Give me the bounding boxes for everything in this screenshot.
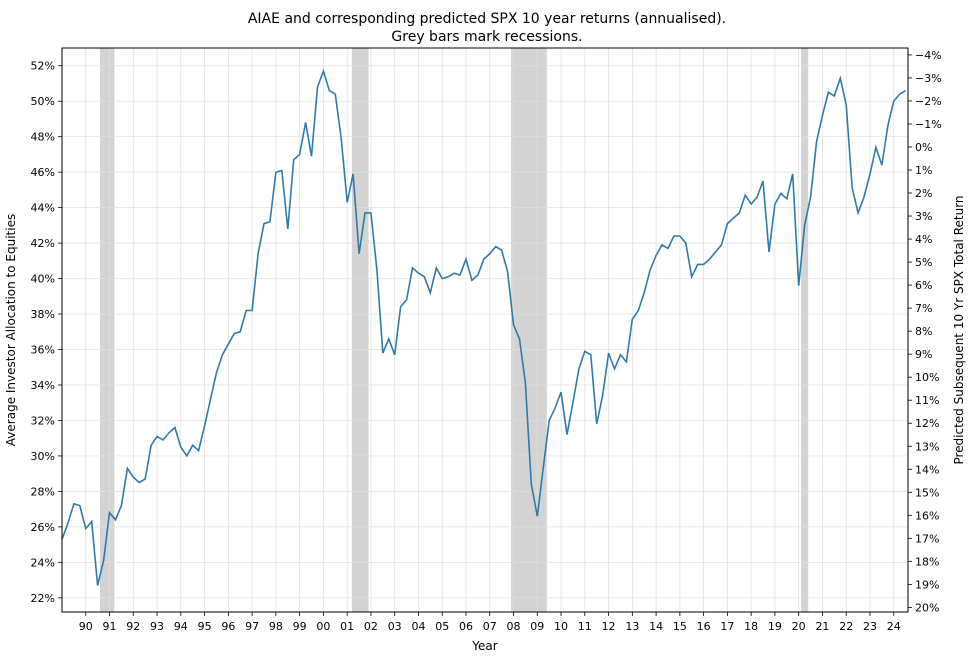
x-tick-label-22: 12: [602, 620, 616, 633]
x-tick-label-17: 07: [483, 620, 497, 633]
y2-tick-label-4: 0%: [915, 141, 932, 154]
x-tick-label-14: 04: [411, 620, 425, 633]
x-tick-label-7: 97: [245, 620, 259, 633]
x-tick-label-28: 18: [744, 620, 758, 633]
x-tick-label-10: 00: [316, 620, 330, 633]
y2-tick-label-9: 5%: [915, 256, 932, 269]
x-tick-label-23: 13: [625, 620, 639, 633]
x-tick-label-8: 98: [269, 620, 283, 633]
y-tick-label-0: 22%: [31, 592, 55, 605]
x-tick-label-18: 08: [507, 620, 521, 633]
y2-tick-label-8: 4%: [915, 233, 932, 246]
x-tick-label-6: 96: [221, 620, 235, 633]
chart-subtitle: Grey bars mark recessions.: [391, 29, 582, 45]
x-tick-label-24: 14: [649, 620, 663, 633]
y2-tick-label-0: −4%: [915, 49, 942, 62]
y-tick-label-15: 52%: [31, 60, 55, 73]
x-tick-label-1: 91: [103, 620, 117, 633]
y2-tick-label-6: 2%: [915, 187, 932, 200]
x-tick-label-5: 95: [198, 620, 212, 633]
y-tick-label-13: 48%: [31, 131, 55, 144]
x-tick-label-19: 09: [530, 620, 544, 633]
x-tick-label-27: 17: [720, 620, 734, 633]
y-tick-label-9: 40%: [31, 273, 55, 286]
y2-tick-label-11: 7%: [915, 302, 932, 315]
y2-tick-label-7: 3%: [915, 210, 932, 223]
y2-tick-label-3: −1%: [915, 118, 942, 131]
y2-tick-label-23: 19%: [915, 578, 939, 591]
y2-tick-label-19: 15%: [915, 486, 939, 499]
y2-axis-ticks: −4% −3% −2% −1% 0% 1% 2% 3% 4% 5% 6% 7% 8% 9% 10% 11% 12…: [908, 49, 942, 614]
y2-tick-label-1: −3%: [915, 72, 942, 85]
x-tick-label-29: 19: [768, 620, 782, 633]
y-tick-label-1: 24%: [31, 556, 55, 569]
y-tick-label-12: 46%: [31, 166, 55, 179]
y-tick-label-6: 34%: [31, 379, 55, 392]
x-tick-label-0: 90: [79, 620, 93, 633]
recession-band-2: [511, 48, 547, 612]
y2-tick-label-18: 14%: [915, 463, 939, 476]
x-tick-label-26: 16: [697, 620, 711, 633]
y-tick-label-11: 44%: [31, 202, 55, 215]
x-tick-label-34: 24: [887, 620, 901, 633]
y2-tick-label-21: 17%: [915, 532, 939, 545]
y2-axis-label: Predicted Subsequent 10 Yr SPX Total Ret…: [952, 195, 966, 464]
y2-tick-label-16: 12%: [915, 417, 939, 430]
x-tick-label-20: 10: [554, 620, 568, 633]
x-tick-label-13: 03: [388, 620, 402, 633]
y2-tick-label-20: 16%: [915, 509, 939, 522]
recession-band-0: [100, 48, 115, 612]
x-tick-label-12: 02: [364, 620, 378, 633]
y2-tick-label-12: 8%: [915, 325, 932, 338]
recession-bands: [100, 48, 809, 612]
y2-tick-label-13: 9%: [915, 348, 932, 361]
y-tick-label-8: 38%: [31, 308, 55, 321]
x-tick-label-9: 99: [293, 620, 307, 633]
x-tick-label-3: 93: [150, 620, 164, 633]
recession-band-1: [351, 48, 369, 612]
y-axis-ticks: 22% 24% 26% 28% 30% 32% 34% 36% 38% 40% 42% 44% 46% 4…: [31, 60, 62, 605]
y2-tick-label-10: 6%: [915, 279, 932, 292]
x-tick-label-31: 21: [815, 620, 829, 633]
x-tick-label-2: 92: [126, 620, 140, 633]
y2-tick-label-5: 1%: [915, 164, 932, 177]
y2-tick-label-17: 13%: [915, 440, 939, 453]
x-tick-label-15: 05: [435, 620, 449, 633]
y-tick-label-2: 26%: [31, 521, 55, 534]
y-tick-label-7: 36%: [31, 344, 55, 357]
series-line: [61, 68, 907, 586]
x-tick-label-21: 11: [578, 620, 592, 633]
y2-tick-label-14: 10%: [915, 371, 939, 384]
x-tick-label-25: 15: [673, 620, 687, 633]
x-tick-label-11: 01: [340, 620, 354, 633]
x-tick-label-32: 22: [839, 620, 853, 633]
grid-lines: [62, 48, 908, 612]
x-tick-label-33: 23: [863, 620, 877, 633]
y2-tick-label-2: −2%: [915, 95, 942, 108]
x-tick-label-16: 06: [459, 620, 473, 633]
chart-title: AIAE and corresponding predicted SPX 10 …: [248, 11, 726, 27]
plot-frame: [61, 47, 909, 613]
y-tick-label-14: 50%: [31, 95, 55, 108]
y2-tick-label-24: 20%: [915, 601, 939, 614]
y-tick-label-3: 28%: [31, 485, 55, 498]
y2-tick-label-22: 18%: [915, 555, 939, 568]
y-tick-label-4: 30%: [31, 450, 55, 463]
x-axis-ticks: 90 91 92 93 94 95 96 97 98 99 00 01 02 03 04 05 06 07 08 09…: [79, 612, 901, 633]
recession-band-3: [801, 48, 809, 612]
y2-tick-label-15: 11%: [915, 394, 939, 407]
y-tick-label-10: 42%: [31, 237, 55, 250]
y-tick-label-5: 32%: [31, 414, 55, 427]
x-axis-label: Year: [471, 639, 497, 653]
x-tick-label-30: 20: [792, 620, 806, 633]
x-tick-label-4: 94: [174, 620, 188, 633]
y-axis-label: Average Investor Allocation to Equities: [4, 214, 18, 446]
